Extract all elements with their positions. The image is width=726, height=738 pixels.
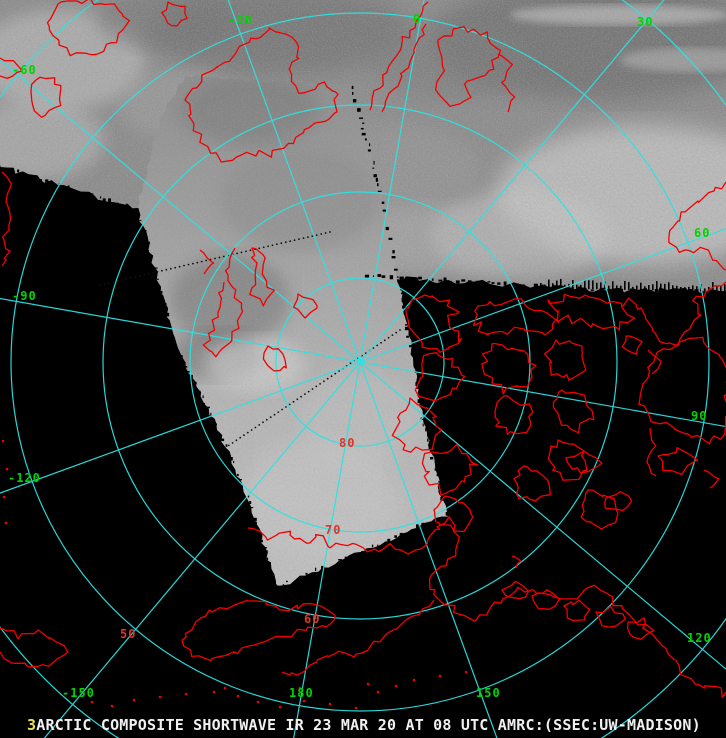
status-bar-text: ARCTIC COMPOSITE SHORTWAVE IR 23 MAR 20 … — [36, 716, 701, 734]
status-bar: 3ARCTIC COMPOSITE SHORTWAVE IR 23 MAR 20… — [27, 716, 701, 734]
coastline-layer — [0, 0, 726, 710]
status-frame-number: 3 — [27, 716, 37, 734]
terminator-dotted-line — [99, 231, 401, 449]
swath-edge-speckle — [0, 85, 726, 588]
